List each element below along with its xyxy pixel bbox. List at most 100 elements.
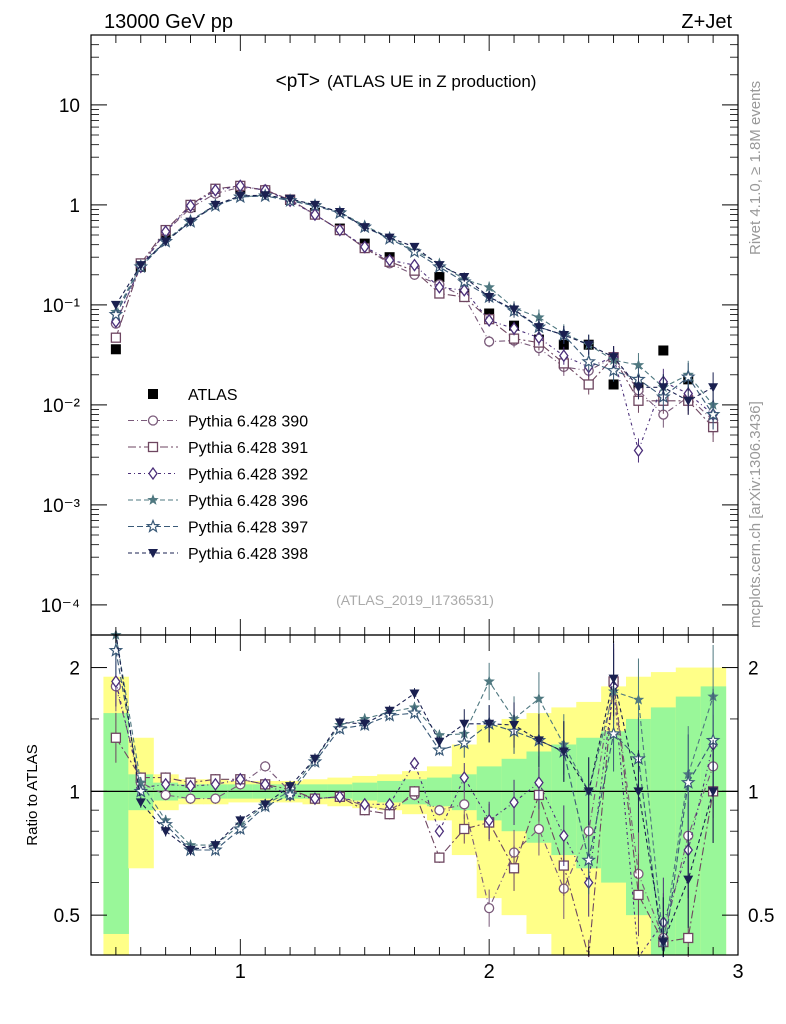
ratio-point-s396 bbox=[135, 776, 147, 788]
main-ytick-label: 10 bbox=[59, 96, 80, 117]
legend-item-s391: Pythia 6.428 391 bbox=[128, 440, 308, 457]
series-s398 bbox=[110, 191, 719, 415]
legend-item-s390: Pythia 6.428 390 bbox=[128, 414, 308, 431]
data-point-s392 bbox=[459, 283, 470, 297]
ratio-point-s392 bbox=[359, 797, 370, 811]
ratio-point-s397 bbox=[133, 783, 149, 798]
data-point-s392 bbox=[384, 253, 395, 267]
data-point-data bbox=[558, 339, 569, 350]
data-point-s398 bbox=[359, 223, 370, 233]
data-point-s398 bbox=[608, 353, 619, 363]
ratio-point-s390 bbox=[434, 805, 445, 816]
series-line-s397 bbox=[115, 195, 714, 415]
data-point-s390 bbox=[484, 336, 495, 347]
data-point-s398 bbox=[633, 383, 644, 393]
ratio-point-s392 bbox=[310, 792, 320, 806]
data-point-s398 bbox=[583, 340, 594, 350]
data-point-s392 bbox=[534, 331, 544, 345]
legend-marker bbox=[147, 441, 159, 453]
ratio-point-s398 bbox=[135, 798, 146, 808]
ratio-point-s398 bbox=[608, 674, 619, 684]
data-point-s391 bbox=[508, 333, 520, 344]
ratio-ytick-label-left: 0.5 bbox=[54, 906, 80, 927]
ratio-point-s398 bbox=[210, 841, 221, 851]
ratio-point-s397 bbox=[407, 705, 422, 720]
rivet-label: Rivet 4.1.0, ≥ 1.8M events bbox=[747, 81, 764, 255]
main-frame bbox=[90, 34, 739, 636]
ratio-point-s398 bbox=[708, 787, 719, 797]
data-point-s398 bbox=[135, 261, 146, 271]
ratio-point-s391 bbox=[409, 786, 420, 797]
ratio-point-s391 bbox=[110, 732, 122, 743]
ratio-point-s398 bbox=[658, 938, 669, 948]
legend-item-s397: Pythia 6.428 397 bbox=[128, 518, 308, 537]
data-point-s391 bbox=[583, 379, 594, 390]
ratio-point-s392 bbox=[434, 824, 445, 838]
data-point-s398 bbox=[409, 242, 420, 252]
main-ytick-label: 10⁻⁴ bbox=[41, 596, 80, 617]
data-point-s397 bbox=[108, 306, 124, 321]
legend-label: Pythia 6.428 392 bbox=[188, 467, 308, 484]
data-point-s392 bbox=[359, 240, 370, 254]
ratio-point-s398 bbox=[309, 754, 320, 764]
ratio-point-s398 bbox=[533, 736, 544, 746]
data-point-s392 bbox=[434, 280, 445, 294]
legend-label: Pythia 6.428 396 bbox=[188, 493, 308, 510]
data-point-s398 bbox=[533, 323, 544, 333]
data-point-s392 bbox=[484, 313, 494, 327]
ratio-point-s392 bbox=[509, 795, 519, 810]
data-point-s398 bbox=[185, 217, 196, 227]
ratio-point-s392 bbox=[160, 777, 171, 791]
ratio-point-s398 bbox=[409, 689, 420, 699]
ratio-point-s398 bbox=[633, 787, 644, 797]
ratio-point-s390 bbox=[185, 793, 196, 804]
ratio-point-s398 bbox=[384, 706, 395, 716]
ratio-point-s390 bbox=[210, 793, 221, 804]
ratio-point-s390 bbox=[260, 761, 271, 772]
series-s396 bbox=[110, 189, 719, 420]
xtick-label: 1 bbox=[235, 961, 246, 983]
ratio-point-s392 bbox=[384, 797, 395, 811]
ratio-point-s390 bbox=[459, 799, 470, 810]
legend-marker bbox=[147, 494, 159, 505]
ratio-point-s392 bbox=[335, 790, 345, 804]
data-point-s396 bbox=[632, 359, 645, 370]
data-point-data bbox=[608, 379, 619, 390]
ratio-point-s391 bbox=[459, 823, 470, 835]
ratio-point-s398 bbox=[459, 719, 470, 729]
ratio-ytick-label-right: 2 bbox=[748, 659, 759, 680]
ratio-point-s392 bbox=[459, 771, 470, 785]
legend-label: Pythia 6.428 390 bbox=[188, 414, 308, 431]
legend-marker bbox=[148, 466, 158, 481]
ratio-point-s392 bbox=[260, 777, 270, 791]
legend-label: ATLAS bbox=[188, 387, 238, 404]
data-point-s398 bbox=[658, 383, 669, 393]
legend-item-data: ATLAS bbox=[148, 387, 238, 404]
ratio-point-s398 bbox=[583, 787, 594, 797]
ratio-point-s390 bbox=[484, 902, 495, 914]
process-label: Z+Jet bbox=[681, 11, 732, 33]
data-point-s398 bbox=[260, 191, 271, 201]
legend-marker bbox=[145, 518, 161, 533]
data-point-s396 bbox=[483, 281, 495, 293]
ratio-point-s398 bbox=[359, 719, 370, 729]
data-point-s392 bbox=[633, 443, 644, 458]
data-point-s398 bbox=[235, 191, 246, 201]
data-point-s398 bbox=[708, 383, 719, 393]
legend-marker bbox=[148, 549, 158, 558]
xtick-label: 2 bbox=[484, 961, 495, 983]
xtick-label: 3 bbox=[732, 961, 743, 983]
main-ytick-label: 10⁻² bbox=[43, 396, 81, 417]
ratio-ylabel: Ratio to ATLAS bbox=[24, 744, 41, 845]
ratio-point-s396 bbox=[483, 675, 495, 687]
legend-item-s398: Pythia 6.428 398 bbox=[128, 546, 308, 563]
legend: ATLAS Pythia 6.428 390 Pythia 6.428 391 Pyt… bbox=[128, 387, 308, 563]
data-point-s392 bbox=[559, 349, 569, 363]
ratio-point-s397 bbox=[581, 852, 597, 867]
legend-label: Pythia 6.428 398 bbox=[188, 546, 308, 563]
ratio-point-s398 bbox=[484, 719, 495, 729]
legend-marker bbox=[148, 389, 158, 399]
data-point-data bbox=[658, 345, 669, 356]
ratio-point-s398 bbox=[683, 875, 694, 885]
